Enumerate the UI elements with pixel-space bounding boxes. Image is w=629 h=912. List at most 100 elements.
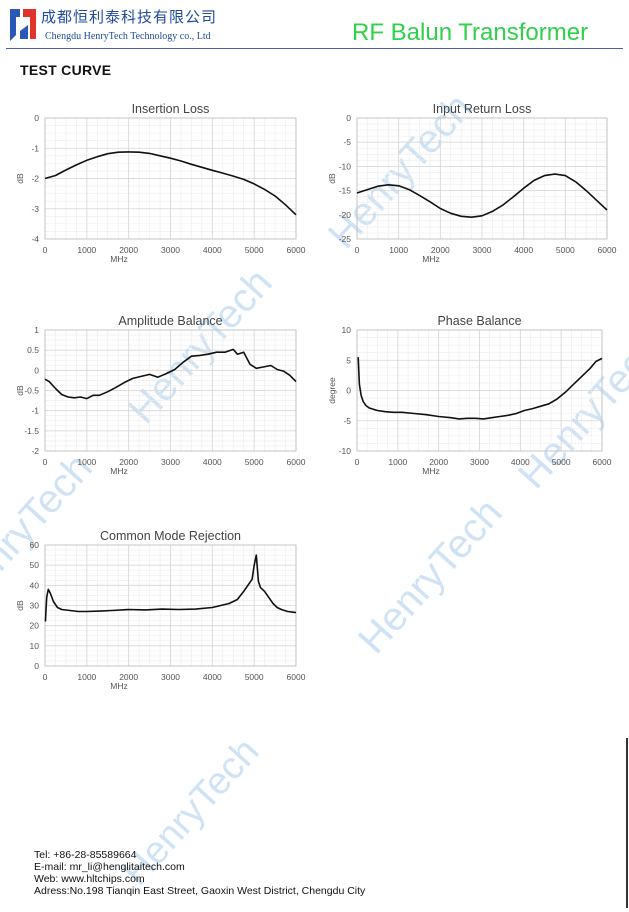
x-tick-label: 3000 bbox=[473, 245, 492, 255]
x-tick-label: 1000 bbox=[389, 245, 408, 255]
y-tick-label: -0.5 bbox=[24, 386, 39, 396]
y-tick-label: -20 bbox=[339, 210, 352, 220]
x-tick-label: 3000 bbox=[161, 245, 180, 255]
x-tick-label: 2000 bbox=[429, 457, 448, 467]
y-tick-label: 0 bbox=[34, 661, 39, 671]
x-tick-label: 4000 bbox=[203, 245, 222, 255]
series-line bbox=[44, 151, 297, 216]
y-tick-label: -2 bbox=[31, 446, 39, 456]
series-line bbox=[44, 554, 297, 622]
x-tick-label: 5000 bbox=[245, 672, 264, 682]
y-tick-label: 10 bbox=[342, 325, 352, 335]
x-tick-label: 0 bbox=[43, 457, 48, 467]
x-tick-label: 1000 bbox=[77, 457, 96, 467]
x-tick-label: 4000 bbox=[514, 245, 533, 255]
y-tick-label: 40 bbox=[30, 580, 40, 590]
series-line bbox=[44, 348, 297, 400]
plot-frame bbox=[356, 117, 608, 240]
chart-title: Common Mode Rejection bbox=[100, 529, 241, 543]
y-tick-label: -10 bbox=[339, 161, 352, 171]
y-tick-label: -15 bbox=[339, 186, 352, 196]
x-tick-label: 5000 bbox=[556, 245, 575, 255]
y-axis-label: degree bbox=[327, 377, 337, 404]
x-tick-label: 6000 bbox=[593, 457, 612, 467]
page-edge-bar bbox=[626, 738, 628, 908]
y-tick-label: 1 bbox=[34, 325, 39, 335]
chart-il: Insertion Loss 0 1000 2000 3000 4000 5000 6000 0… bbox=[15, 102, 306, 264]
company-name-en: Chengdu HenryTech Technology co., Ltd bbox=[45, 31, 211, 42]
watermark-text: HenryTech bbox=[350, 491, 511, 663]
y-tick-label: -3 bbox=[31, 204, 39, 214]
y-tick-label: 0 bbox=[34, 365, 39, 375]
company-logo-icon bbox=[10, 9, 36, 41]
header-divider bbox=[6, 48, 623, 49]
y-tick-label: -2 bbox=[31, 174, 39, 184]
series-line bbox=[356, 173, 608, 218]
x-tick-label: 0 bbox=[43, 245, 48, 255]
y-tick-label: -5 bbox=[343, 137, 351, 147]
x-tick-label: 6000 bbox=[287, 245, 306, 255]
footer-email: E-mail: mr_li@henglitaitech.com bbox=[34, 861, 185, 873]
x-tick-label: 5000 bbox=[552, 457, 571, 467]
x-axis-label: MHz bbox=[110, 254, 127, 264]
footer-web: Web: www.hltchips.com bbox=[34, 873, 145, 885]
watermark-layer: HenryTechHenryTechHenryTechHenryTechHenr… bbox=[0, 86, 629, 894]
x-tick-label: 2000 bbox=[431, 245, 450, 255]
y-tick-label: 60 bbox=[30, 540, 40, 550]
series-line bbox=[357, 357, 603, 420]
x-tick-label: 0 bbox=[43, 672, 48, 682]
x-tick-label: 0 bbox=[355, 245, 360, 255]
y-tick-label: 0 bbox=[34, 113, 39, 123]
watermark-text: HenryTech bbox=[0, 446, 101, 618]
plot-frame bbox=[356, 329, 603, 452]
product-title: RF Balun Transformer bbox=[352, 19, 589, 46]
x-tick-label: 6000 bbox=[287, 457, 306, 467]
y-tick-label: -1 bbox=[31, 406, 39, 416]
footer-address: Adress:No.198 Tianqin East Street, Gaoxi… bbox=[34, 885, 366, 897]
y-tick-label: -10 bbox=[339, 446, 352, 456]
y-tick-label: 5 bbox=[346, 355, 351, 365]
y-tick-label: 50 bbox=[30, 560, 40, 570]
x-tick-label: 1000 bbox=[388, 457, 407, 467]
x-tick-label: 0 bbox=[355, 457, 360, 467]
footer-tel: Tel: +86-28-85589664 bbox=[34, 849, 137, 861]
x-tick-label: 4000 bbox=[511, 457, 530, 467]
x-tick-label: 2000 bbox=[119, 245, 138, 255]
chart-cmr: Common Mode Rejection 0 1000 2000 3000 4000 50… bbox=[15, 529, 306, 691]
y-tick-label: 0 bbox=[346, 113, 351, 123]
x-tick-label: 1000 bbox=[77, 245, 96, 255]
y-tick-label: 30 bbox=[30, 601, 40, 611]
y-axis-label: dB bbox=[15, 173, 25, 184]
section-title: TEST CURVE bbox=[20, 62, 112, 78]
company-name-cn: 成都恒利泰科技有限公司 bbox=[41, 8, 218, 26]
y-tick-label: 0.5 bbox=[27, 345, 39, 355]
x-tick-label: 5000 bbox=[245, 457, 264, 467]
x-axis-label: MHz bbox=[110, 466, 127, 476]
watermark-text: HenryTech bbox=[510, 326, 629, 498]
x-tick-label: 3000 bbox=[161, 672, 180, 682]
x-tick-label: 4000 bbox=[203, 672, 222, 682]
chart-title: Input Return Loss bbox=[433, 102, 532, 116]
x-tick-label: 6000 bbox=[287, 672, 306, 682]
plot-frame bbox=[44, 329, 297, 452]
x-tick-label: 3000 bbox=[161, 457, 180, 467]
x-axis-label: MHz bbox=[422, 254, 439, 264]
chart-rl: Input Return Loss 0 1000 2000 3000 4000 5000 60… bbox=[327, 102, 617, 264]
contact-footer: Tel: +86-28-85589664 E-mail: mr_li@hengl… bbox=[34, 849, 365, 897]
y-axis-label: dB bbox=[15, 385, 25, 396]
x-axis-label: MHz bbox=[110, 681, 127, 691]
x-tick-label: 2000 bbox=[119, 672, 138, 682]
y-axis-label: dB bbox=[327, 173, 337, 184]
y-tick-label: -5 bbox=[343, 416, 351, 426]
y-tick-label: -25 bbox=[339, 234, 352, 244]
page-header: 成都恒利泰科技有限公司 Chengdu HenryTech Technology… bbox=[0, 0, 629, 56]
y-tick-label: -1 bbox=[31, 143, 39, 153]
x-tick-label: 1000 bbox=[77, 672, 96, 682]
y-tick-label: 10 bbox=[30, 641, 40, 651]
y-tick-label: -1.5 bbox=[24, 426, 39, 436]
watermark-text: HenryTech bbox=[120, 261, 281, 433]
y-tick-label: 0 bbox=[346, 386, 351, 396]
chart-ab: Amplitude Balance 0 1000 2000 3000 4000 5000 60… bbox=[15, 314, 306, 476]
